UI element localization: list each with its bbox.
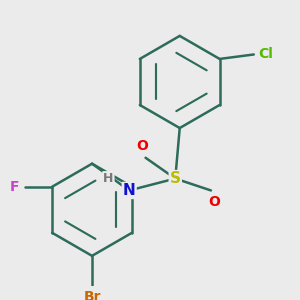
Text: O: O bbox=[208, 195, 220, 209]
Text: Cl: Cl bbox=[258, 47, 273, 61]
Text: O: O bbox=[136, 139, 148, 153]
Text: H: H bbox=[103, 172, 114, 185]
Text: F: F bbox=[10, 180, 20, 194]
Text: N: N bbox=[123, 183, 136, 198]
Text: Br: Br bbox=[83, 290, 101, 300]
Text: S: S bbox=[170, 171, 181, 186]
